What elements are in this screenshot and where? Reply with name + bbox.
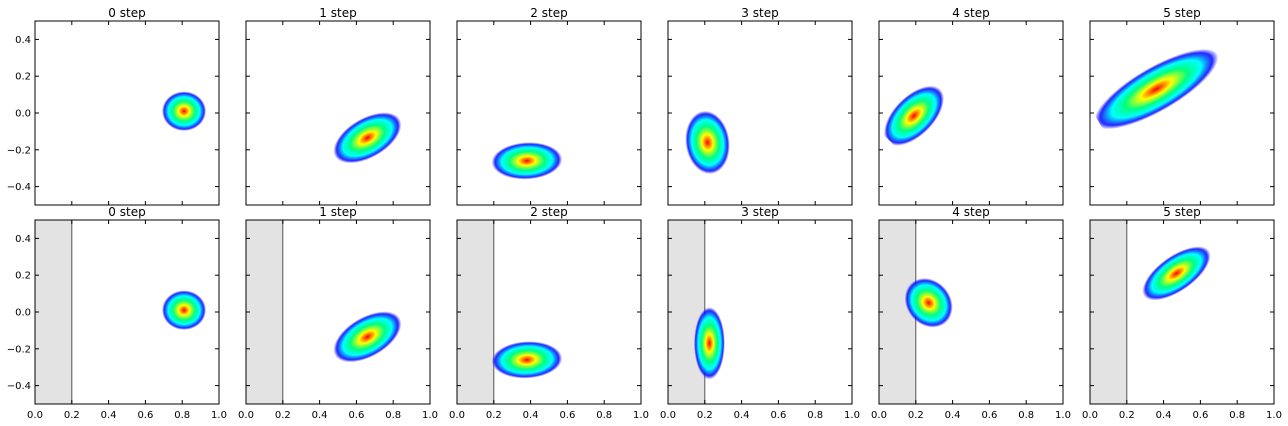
x-tick-label: 0.8 <box>385 410 401 421</box>
density-blob <box>333 112 402 164</box>
panel-title: 2 step <box>530 205 567 219</box>
x-tick-label: 0.0 <box>449 410 465 421</box>
panel-r1-c2: 1 step <box>245 6 431 206</box>
x-tick-label: 0.6 <box>348 410 364 421</box>
panel-title: 4 step <box>952 6 989 20</box>
panel-r1-c3: 2 step <box>456 6 642 206</box>
x-tick-label: 0.0 <box>238 410 254 421</box>
shaded-region <box>1090 220 1127 404</box>
y-tick-label: 0.4 <box>15 35 31 46</box>
y-tick-label: 0.0 <box>15 308 31 319</box>
y-tick-label: 0.2 <box>15 72 31 83</box>
x-tick-label: 0.6 <box>981 410 997 421</box>
panel-title: 0 step <box>108 205 145 219</box>
x-tick-label: 1.0 <box>1055 410 1071 421</box>
density-blob <box>685 110 730 175</box>
panel-title: 3 step <box>741 6 778 20</box>
x-tick-label: 0.4 <box>734 410 750 421</box>
panel-r2-c1: −0.4 −0.2 0.0 0.2 0.4 0.0 0.2 0.4 0.6 0.8 1.0 0 ste… <box>7 205 227 421</box>
x-tick-label: 0.2 <box>697 410 713 421</box>
density-blob <box>904 278 953 328</box>
panel-r2-c2: 0.0 0.2 0.4 0.6 0.8 1.0 1 step <box>238 205 438 421</box>
x-tick-label: 1.0 <box>1266 410 1282 421</box>
x-tick-label: 0.2 <box>275 410 291 421</box>
density-blob <box>161 290 207 331</box>
x-tick-label: 1.0 <box>211 410 227 421</box>
panel-grid: −0.4 −0.2 0.0 0.2 0.4 0 step 1 step 2 step 3 ste… <box>7 6 1282 421</box>
x-tick-label: 0.6 <box>770 410 786 421</box>
panel-title: 0 step <box>108 6 145 20</box>
x-tick-label: 1.0 <box>844 410 860 421</box>
x-tick-label: 0.0 <box>27 410 43 421</box>
panel-r1-c1: −0.4 −0.2 0.0 0.2 0.4 0 step <box>7 6 220 206</box>
panel-title: 3 step <box>741 205 778 219</box>
x-tick-label: 0.8 <box>1229 410 1245 421</box>
x-tick-label: 0.4 <box>1156 410 1172 421</box>
x-tick-label: 0.4 <box>523 410 539 421</box>
x-tick-label: 0.4 <box>101 410 117 421</box>
plot-area <box>246 21 430 205</box>
x-tick-label: 1.0 <box>633 410 649 421</box>
panel-r1-c4: 3 step <box>667 6 853 206</box>
y-tick-label: −0.4 <box>7 182 31 193</box>
density-blob <box>491 341 563 379</box>
x-tick-label: 1.0 <box>422 410 438 421</box>
panel-r2-c4: 0.0 0.2 0.4 0.6 0.8 1.0 3 step <box>660 205 860 421</box>
panel-r2-c3: 0.0 0.2 0.4 0.6 0.8 1.0 2 step <box>449 205 649 421</box>
x-tick-label: 0.2 <box>1119 410 1135 421</box>
y-tick-label: 0.2 <box>15 271 31 282</box>
x-tick-label: 0.2 <box>486 410 502 421</box>
y-tick-label: −0.2 <box>7 344 31 355</box>
x-tick-label: 0.6 <box>137 410 153 421</box>
shaded-region <box>457 220 494 404</box>
x-tick-label: 0.0 <box>871 410 887 421</box>
density-blob <box>1094 48 1219 130</box>
x-tick-label: 0.4 <box>945 410 961 421</box>
y-tick-label: −0.2 <box>7 145 31 156</box>
x-tick-label: 0.8 <box>807 410 823 421</box>
density-blob <box>1142 246 1211 301</box>
y-tick-label: −0.4 <box>7 381 31 392</box>
x-tick-label: 0.4 <box>312 410 328 421</box>
x-tick-label: 0.6 <box>1192 410 1208 421</box>
panel-title: 2 step <box>530 6 567 20</box>
density-blob <box>333 311 402 363</box>
panel-r1-c5: 4 step <box>878 6 1064 206</box>
panel-title: 1 step <box>319 6 356 20</box>
panel-title: 5 step <box>1163 6 1200 20</box>
shaded-region <box>668 220 705 404</box>
x-tick-label: 0.2 <box>908 410 924 421</box>
density-blob <box>161 91 207 132</box>
panel-title: 5 step <box>1163 205 1200 219</box>
density-blob <box>491 142 563 180</box>
shaded-region <box>35 220 72 404</box>
x-tick-label: 0.0 <box>1082 410 1098 421</box>
panel-title: 1 step <box>319 205 356 219</box>
x-tick-label: 0.8 <box>1018 410 1034 421</box>
y-tick-label: 0.0 <box>15 109 31 120</box>
density-blob <box>693 307 725 380</box>
x-tick-label: 0.8 <box>596 410 612 421</box>
plot-area <box>668 21 852 205</box>
density-blob <box>883 85 944 146</box>
panel-r2-c5: 0.0 0.2 0.4 0.6 0.8 1.0 4 step <box>871 205 1071 421</box>
shaded-region <box>246 220 283 404</box>
x-tick-label: 0.6 <box>559 410 575 421</box>
plot-area <box>457 21 641 205</box>
x-tick-label: 0.2 <box>64 410 80 421</box>
x-tick-label: 0.0 <box>660 410 676 421</box>
panel-r2-c6: 0.0 0.2 0.4 0.6 0.8 1.0 5 step <box>1082 205 1282 421</box>
x-tick-label: 0.8 <box>174 410 190 421</box>
panel-title: 4 step <box>952 205 989 219</box>
y-tick-label: 0.4 <box>15 234 31 245</box>
panel-r1-c6: 5 step <box>1089 6 1275 206</box>
